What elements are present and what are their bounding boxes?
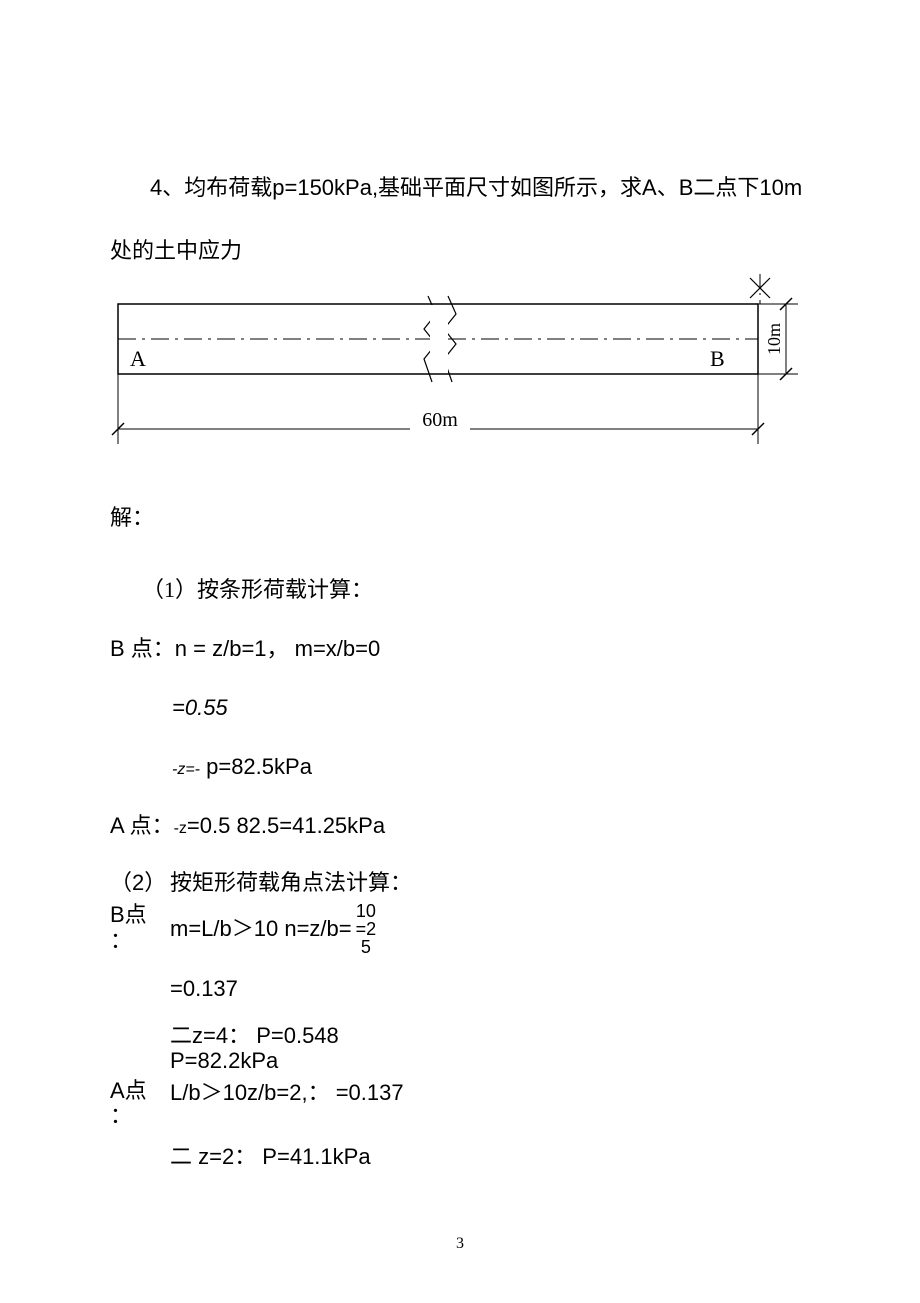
step2-num: （2） [110,868,160,899]
B-alpha: =0.137 [170,974,238,1005]
step2-B-alpha-row: =0.137 [110,974,810,1005]
frac-bot: 5 [361,938,371,956]
step2-block: （2） 按矩形荷载角点法计算： B点： m=L/b＞10 n=z/b= 10 =… [110,868,810,1174]
A-prefix: A 点： [110,813,174,838]
step2-label-text: 按矩形荷载角点法计算： [170,868,412,899]
label-A: A [130,346,146,371]
problem-number: 4、 [150,175,184,200]
A-sigma: 二 z=2： P=41.1kPa [170,1142,371,1173]
frac-top: 10 [356,902,376,920]
B-fraction: 10 =2 5 [356,902,377,956]
label-B: B [710,346,725,371]
solution-label: 解： [110,500,810,535]
problem-line-1: 4、均布荷载p=150kPa,基础平面尺寸如图所示，求A、B二点下10m [150,170,810,205]
step1-label: （1）按条形荷载计算： [142,572,810,607]
step1-alpha: =0.55 [172,690,810,725]
A-rest: =0.5 82.5=41.25kPa [187,813,385,838]
step1-B-line: B 点：n = z/b=1， m=x/b=0 [110,631,810,666]
dim-bottom-text: 60m [422,409,458,431]
problem-line-2: 处的土中应力 [110,233,810,268]
step2-B-sigma-row: 二z=4： P=0.548 P=82.2kPa [110,1023,810,1074]
sigma-suffix: p=82.5kPa [200,754,312,779]
B-expr-left: m=L/b＞10 n=z/b= [170,914,352,945]
step2-A-label: A点： [110,1078,170,1129]
B-sigma-block: 二z=4： P=0.548 P=82.2kPa [170,1023,339,1074]
step2-B-expr: m=L/b＞10 n=z/b= 10 =2 5 [170,902,376,956]
foundation-diagram: A B 60m 10m [110,274,800,474]
page-number: 3 [0,1235,920,1253]
document-page: 4、均布荷载p=150kPa,基础平面尺寸如图所示，求A、B二点下10m 处的土… [0,0,920,1173]
frac-mid: =2 [356,920,377,938]
step1-sigma: -z=- p=82.5kPa [172,749,810,784]
A-expr: L/b＞10z/b=2,： =0.137 [170,1078,404,1109]
step2-B-row: B点： m=L/b＞10 n=z/b= 10 =2 5 [110,902,810,956]
dim-right-text: 10m [764,323,784,355]
diagram-svg: A B 60m 10m [110,274,800,474]
step2-A-sigma-row: 二 z=2： P=41.1kPa [110,1142,810,1173]
A-sub: -z [174,820,187,837]
step1-A-line: A 点：-z=0.5 82.5=41.25kPa [110,808,810,843]
step2-B-label: B点： [110,902,170,953]
step2-A-row: A点： L/b＞10z/b=2,： =0.137 [110,1078,810,1129]
B-sigma2: P=82.2kPa [170,1048,339,1073]
B-sigma1: 二z=4： P=0.548 [170,1023,339,1048]
sigma-prefix: -z=- [172,761,200,778]
problem-text-1: 均布荷载p=150kPa,基础平面尺寸如图所示，求A、B二点下10m [184,175,802,200]
